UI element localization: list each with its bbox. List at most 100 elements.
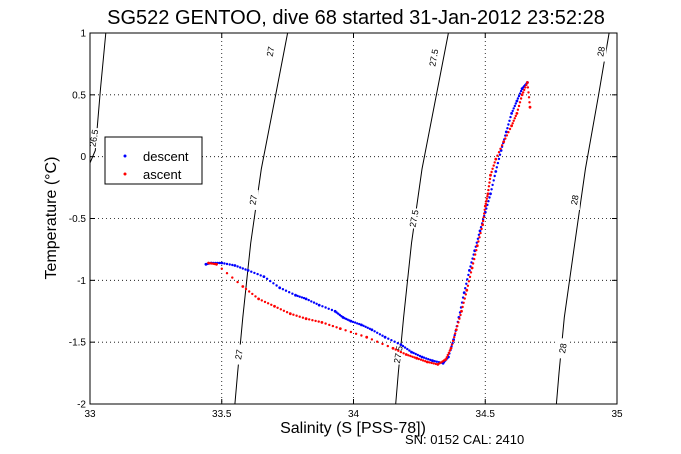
contour-label: 28 <box>557 343 569 355</box>
ascent-point-interp <box>525 83 528 87</box>
ascent-point-interp <box>397 349 400 352</box>
contour-label-background <box>88 128 99 149</box>
ascent-point <box>425 360 429 364</box>
density-contour-line <box>234 32 289 405</box>
ascent-point-interp <box>270 303 273 306</box>
descent-point-interp <box>401 344 405 348</box>
ascent-point-interp <box>469 271 473 274</box>
descent-point-interp <box>231 263 234 267</box>
y-tick-label: -0.5 <box>69 214 87 225</box>
contour-label: 27 <box>265 46 277 58</box>
ascent-point-interp <box>417 357 420 361</box>
ascent-point <box>483 204 487 208</box>
ascent-point-interp <box>481 219 485 223</box>
legend: descent ascent <box>104 136 203 185</box>
descent-point-interp <box>518 92 522 95</box>
ascent-point-interp <box>463 297 466 300</box>
descent-point-interp <box>324 306 327 309</box>
ascent-point <box>288 312 292 316</box>
ascent-point-interp <box>480 227 483 231</box>
chart-title: SG522 GENTOO, dive 68 started 31-Jan-201… <box>107 7 605 29</box>
descent-point <box>278 286 282 290</box>
ascent-point <box>320 321 324 324</box>
ascent-point <box>475 244 479 248</box>
descent-point-interp <box>513 104 516 108</box>
legend-box <box>104 136 203 185</box>
ascent-point-interp <box>488 181 491 184</box>
descent-point-interp <box>408 349 411 352</box>
ascent-point-interp <box>311 319 314 322</box>
ascent-point-interp <box>317 320 320 323</box>
descent-point-interp <box>425 357 428 360</box>
descent-point <box>504 130 508 134</box>
ascent-point <box>510 124 513 128</box>
ascent-point-interp <box>447 351 451 354</box>
ascent-point-interp <box>456 324 459 328</box>
ascent-point-interp <box>244 287 248 291</box>
ascent-point-interp <box>308 318 311 321</box>
ascent-point <box>338 327 342 330</box>
contour-label: 26.5 <box>88 129 101 148</box>
ascent-point-interp <box>484 202 487 205</box>
descent-point-interp <box>477 233 481 236</box>
ascent-point-interp <box>349 330 353 334</box>
ascent-point-interp <box>251 292 254 296</box>
density-contour-line <box>395 32 449 405</box>
descent-point <box>410 350 413 354</box>
ascent-point-interp <box>411 355 414 358</box>
x-tick-label: 34.5 <box>476 409 496 420</box>
ascent-point-interp <box>428 361 431 364</box>
ascent-point-interp <box>466 284 470 287</box>
ascent-point-interp <box>487 185 491 188</box>
ascent-point <box>215 262 218 266</box>
descent-point-interp <box>218 261 221 265</box>
descent-point-interp <box>378 333 382 336</box>
descent-point-interp <box>351 320 355 324</box>
descent-point-interp <box>253 271 256 275</box>
ascent-point <box>365 335 369 339</box>
descent-point-interp <box>517 94 521 98</box>
ascent-point <box>273 304 276 308</box>
ascent-point-interp <box>485 200 488 203</box>
ascent-point <box>304 317 308 321</box>
ascent-point-interp <box>514 114 517 118</box>
descent-point-interp <box>288 291 291 294</box>
contour-label: 27 <box>233 349 245 361</box>
descent-point-interp <box>487 200 490 203</box>
descent-point-interp <box>337 312 340 315</box>
ascent-point-interp <box>282 309 286 312</box>
contour-label-background <box>233 344 244 365</box>
descent-point-interp <box>406 347 409 351</box>
ascent-point-interp <box>524 86 527 89</box>
contour-label: 28 <box>595 46 607 58</box>
ascent-point-interp <box>386 344 389 348</box>
descent-point-interp <box>493 174 496 178</box>
ascent-point-interp <box>314 319 317 323</box>
descent-point <box>515 99 519 103</box>
ascent-point-interp <box>473 257 476 261</box>
descent-point-interp <box>312 301 316 304</box>
ascent-point-interp <box>483 208 486 211</box>
ascent-point <box>460 309 463 313</box>
descent-point-interp <box>300 296 304 299</box>
ascent-point-interp <box>376 340 379 343</box>
data-series <box>204 81 532 366</box>
descent-point-interp <box>315 302 318 305</box>
descent-point-interp <box>464 287 467 290</box>
ascent-point <box>241 285 245 288</box>
descent-point-interp <box>272 282 275 285</box>
descent-point <box>383 335 387 339</box>
ascent-point-interp <box>474 253 477 256</box>
descent-point-interp <box>298 295 301 298</box>
descent-point-interp <box>488 196 491 199</box>
descent-point-interp <box>330 308 334 312</box>
descent-point-interp <box>435 360 438 363</box>
descent-point-interp <box>239 266 242 269</box>
ascent-point-interp <box>491 167 494 170</box>
descent-point-interp <box>497 157 501 161</box>
descent-point-interp <box>225 262 229 266</box>
descent-point-interp <box>376 331 379 334</box>
ascent-point-interp <box>225 272 229 275</box>
contour-label-background <box>428 47 439 68</box>
